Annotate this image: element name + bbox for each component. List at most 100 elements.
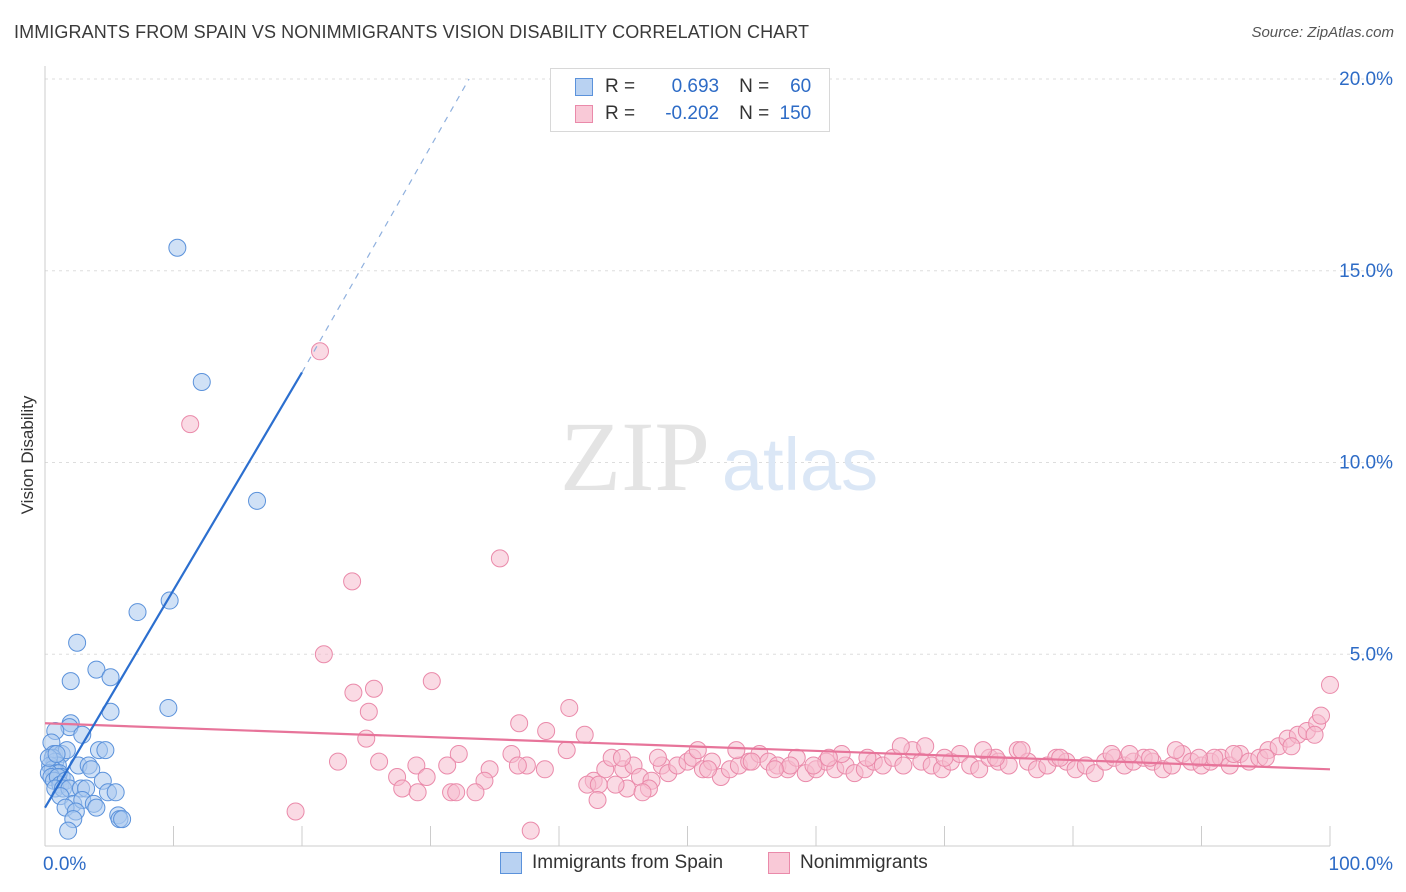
data-point-nonimmigrants: [1257, 749, 1274, 766]
series-immigrants-from-spain: [40, 239, 265, 839]
data-point-nonimmigrants: [409, 784, 426, 801]
data-point-nonimmigrants: [1283, 738, 1300, 755]
data-point-nonimmigrants: [1306, 726, 1323, 743]
watermark-zip: ZIP: [560, 401, 710, 512]
legend-n-label: N =: [739, 76, 769, 98]
bottom-legend-nonimmigrants: Nonimmigrants: [768, 852, 928, 874]
data-point-nonimmigrants: [344, 573, 361, 590]
data-point-nonimmigrants: [936, 749, 953, 766]
data-point-spain: [102, 669, 119, 686]
data-point-nonimmigrants: [536, 761, 553, 778]
data-point-nonimmigrants: [358, 730, 375, 747]
data-point-nonimmigrants: [509, 757, 526, 774]
data-point-spain: [249, 492, 266, 509]
data-point-spain: [88, 799, 105, 816]
y-tick-label: 20.0%: [1339, 69, 1393, 90]
x-tick-label: 100.0%: [1329, 854, 1394, 875]
bottom-legend-swatch-pink: [768, 852, 790, 874]
data-point-nonimmigrants: [766, 761, 783, 778]
data-point-nonimmigrants: [895, 757, 912, 774]
legend-r-value: 0.693: [635, 76, 719, 98]
data-point-spain: [169, 239, 186, 256]
bottom-legend-swatch-blue: [500, 852, 522, 874]
legend-swatch-pink: [575, 105, 593, 123]
legend-r-label: R =: [605, 103, 635, 125]
data-point-nonimmigrants: [394, 780, 411, 797]
data-point-nonimmigrants: [917, 738, 934, 755]
watermark-atlas: atlas: [722, 423, 878, 506]
data-point-nonimmigrants: [576, 726, 593, 743]
series-nonimmigrants: [182, 343, 1339, 839]
data-point-spain: [114, 811, 131, 828]
data-point-nonimmigrants: [315, 646, 332, 663]
data-point-nonimmigrants: [418, 768, 435, 785]
y-tick-label: 5.0%: [1350, 644, 1393, 665]
data-point-nonimmigrants: [371, 753, 388, 770]
legend-r-value: -0.202: [635, 103, 719, 125]
data-point-spain: [62, 673, 79, 690]
legend-n-value: 150: [769, 103, 811, 125]
data-point-nonimmigrants: [782, 757, 799, 774]
data-point-nonimmigrants: [689, 742, 706, 759]
data-point-nonimmigrants: [1013, 742, 1030, 759]
data-point-nonimmigrants: [728, 742, 745, 759]
trend-line-spain: [45, 372, 302, 807]
gridlines: [45, 79, 1393, 654]
data-point-nonimmigrants: [805, 757, 822, 774]
data-point-nonimmigrants: [1225, 745, 1242, 762]
data-point-nonimmigrants: [613, 749, 630, 766]
data-point-nonimmigrants: [360, 703, 377, 720]
legend-n-value: 60: [769, 76, 811, 98]
data-point-nonimmigrants: [561, 699, 578, 716]
data-point-spain: [193, 373, 210, 390]
data-point-spain: [69, 634, 86, 651]
data-point-nonimmigrants: [589, 791, 606, 808]
data-point-nonimmigrants: [448, 784, 465, 801]
data-point-nonimmigrants: [590, 776, 607, 793]
data-point-nonimmigrants: [649, 749, 666, 766]
data-point-nonimmigrants: [1322, 676, 1339, 693]
data-point-nonimmigrants: [365, 680, 382, 697]
bottom-legend-label-nonimmigrants: Nonimmigrants: [800, 852, 928, 874]
bottom-legend-label-spain: Immigrants from Spain: [532, 852, 723, 874]
data-point-nonimmigrants: [522, 822, 539, 839]
data-point-spain: [129, 604, 146, 621]
data-point-nonimmigrants: [511, 715, 528, 732]
stats-legend: R = 0.693 N = 60 R = -0.202 N = 150: [550, 68, 830, 132]
data-point-nonimmigrants: [538, 722, 555, 739]
legend-row-spain: R = 0.693 N = 60: [575, 75, 811, 99]
data-point-nonimmigrants: [1103, 745, 1120, 762]
data-point-nonimmigrants: [607, 776, 624, 793]
legend-swatch-blue: [575, 78, 593, 96]
data-point-nonimmigrants: [345, 684, 362, 701]
data-point-nonimmigrants: [700, 761, 717, 778]
y-axis-label: Vision Disability: [18, 395, 37, 514]
trend-line-spain-extension: [302, 79, 469, 372]
y-tick-label: 15.0%: [1339, 261, 1393, 282]
data-point-spain: [107, 784, 124, 801]
data-point-spain: [48, 745, 65, 762]
data-point-nonimmigrants: [1121, 745, 1138, 762]
bottom-legend-spain: Immigrants from Spain: [500, 852, 723, 874]
scatter-chart: ZIP atlas 5.0%10.0%15.0%20.0%0.0% 100.0% …: [0, 0, 1406, 892]
data-point-nonimmigrants: [439, 757, 456, 774]
data-point-nonimmigrants: [1167, 742, 1184, 759]
legend-n-label: N =: [739, 103, 769, 125]
data-point-nonimmigrants: [182, 416, 199, 433]
data-point-nonimmigrants: [491, 550, 508, 567]
data-point-nonimmigrants: [423, 673, 440, 690]
data-point-nonimmigrants: [634, 784, 651, 801]
x-tick-label: 0.0%: [43, 854, 86, 875]
y-tick-label: 10.0%: [1339, 453, 1393, 474]
data-point-spain: [160, 699, 177, 716]
data-point-spain: [60, 822, 77, 839]
data-point-nonimmigrants: [467, 784, 484, 801]
data-point-nonimmigrants: [558, 742, 575, 759]
data-point-nonimmigrants: [1206, 749, 1223, 766]
data-point-nonimmigrants: [329, 753, 346, 770]
data-point-nonimmigrants: [892, 738, 909, 755]
data-point-nonimmigrants: [743, 753, 760, 770]
legend-row-nonimmigrants: R = -0.202 N = 150: [575, 102, 811, 126]
data-point-spain: [97, 742, 114, 759]
legend-r-label: R =: [605, 76, 635, 98]
